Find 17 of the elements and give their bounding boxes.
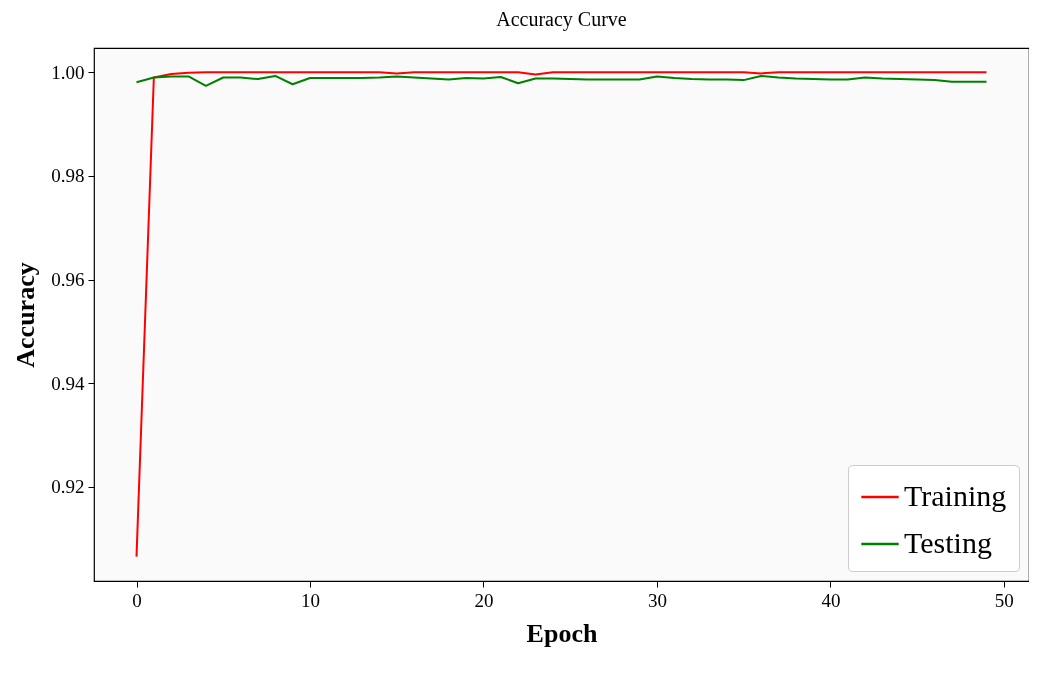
x-tick-label: 10 xyxy=(300,589,320,611)
y-tick-label: 0.92 xyxy=(51,476,85,498)
y-tick-label: 0.98 xyxy=(51,165,85,187)
y-tick-label: 0.94 xyxy=(51,372,85,394)
y-axis-title: Accuracy xyxy=(11,262,41,368)
y-tick-label: 0.96 xyxy=(51,269,85,291)
x-tick-label: 40 xyxy=(821,589,841,611)
x-tick-label: 50 xyxy=(994,589,1014,611)
x-axis-title: Epoch xyxy=(526,618,598,648)
x-tick-label: 30 xyxy=(647,589,667,611)
x-tick-label: 0 xyxy=(132,589,142,611)
chart-title: Accuracy Curve xyxy=(496,8,627,31)
y-tick-label: 1.00 xyxy=(51,61,85,83)
line-series xyxy=(135,74,988,87)
x-tick-label: 20 xyxy=(474,589,494,611)
legend-label: Training xyxy=(904,479,1007,512)
legend-label: Testing xyxy=(904,526,992,559)
